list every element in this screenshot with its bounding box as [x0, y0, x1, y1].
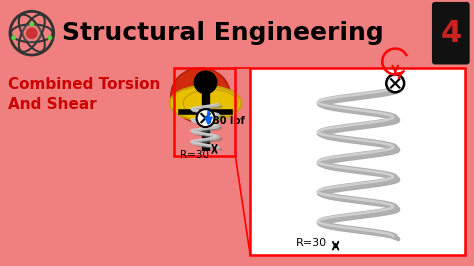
- Circle shape: [29, 22, 34, 27]
- Text: R=30: R=30: [296, 238, 327, 248]
- Circle shape: [26, 27, 38, 39]
- Circle shape: [47, 35, 52, 40]
- Circle shape: [386, 74, 404, 92]
- Text: 30 lbf: 30 lbf: [213, 116, 245, 126]
- FancyBboxPatch shape: [432, 2, 470, 64]
- Circle shape: [11, 35, 16, 40]
- Ellipse shape: [170, 86, 241, 120]
- Ellipse shape: [171, 68, 230, 123]
- Circle shape: [197, 109, 214, 127]
- Text: R=30: R=30: [180, 150, 209, 160]
- Text: 4: 4: [440, 19, 462, 48]
- Ellipse shape: [183, 89, 238, 117]
- Bar: [174, 68, 235, 156]
- Text: Combined Torsion
And Shear: Combined Torsion And Shear: [8, 77, 160, 112]
- Bar: [250, 68, 465, 255]
- Bar: [0, 1, 471, 65]
- Text: Structural Engineering: Structural Engineering: [62, 21, 383, 45]
- Circle shape: [194, 70, 218, 94]
